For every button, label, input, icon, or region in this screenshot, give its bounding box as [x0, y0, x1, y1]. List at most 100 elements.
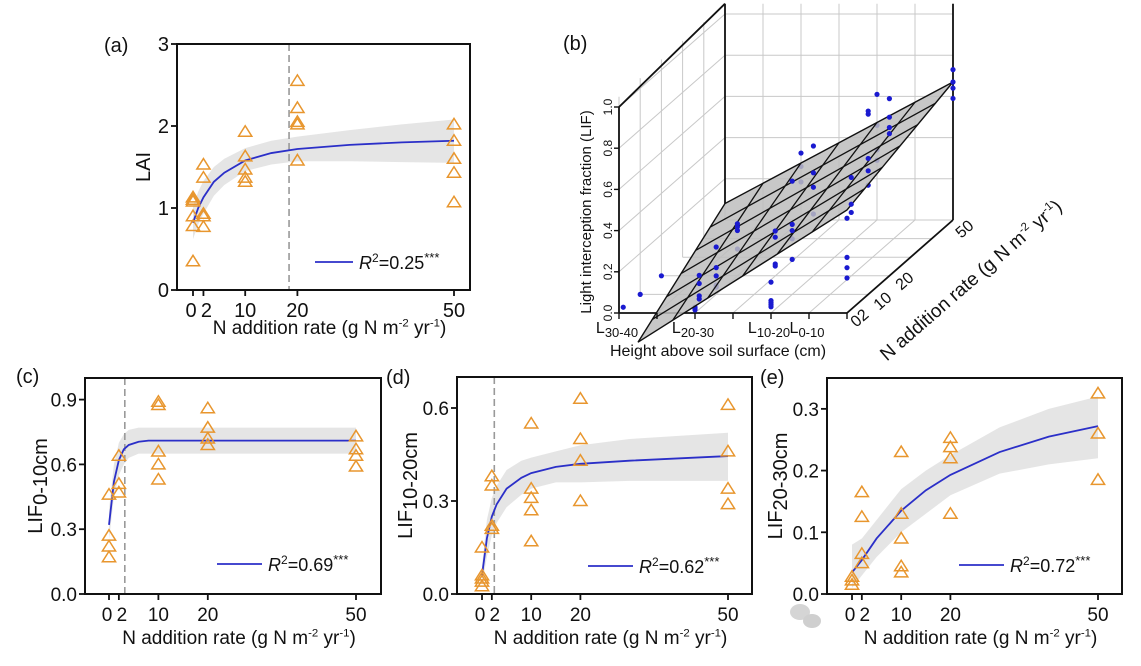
x-tick-label: 10	[521, 605, 542, 626]
data-point-triangle	[474, 574, 490, 587]
legend-significance: ***	[1075, 553, 1090, 568]
x-axis-label-text: N addition rate (g N m	[494, 628, 680, 649]
z-tick-label: 0.2	[601, 263, 615, 280]
data-point-3d	[798, 150, 804, 156]
data-point-triangle	[893, 531, 910, 544]
data-point-triangle	[523, 490, 540, 504]
y-axis-label-subscript: 20-30cm	[770, 433, 792, 511]
z-tick-label: 0.0	[601, 304, 615, 321]
data-point-3d	[810, 170, 817, 176]
data-point-triangle	[199, 437, 216, 451]
data-point-triangle	[185, 253, 201, 267]
data-point-3d	[848, 174, 854, 181]
y-axis-label: LIF0-10cm	[25, 438, 52, 534]
data-point-3d	[844, 215, 850, 221]
data-point-triangle	[720, 496, 736, 510]
x-tick-label: L10-20	[748, 320, 790, 340]
legend-superscript: 2	[1023, 554, 1030, 568]
data-point-triangle	[572, 453, 589, 466]
plot-frame	[84, 377, 382, 595]
x-tick-label-main: L	[790, 320, 799, 337]
data-point-3d	[620, 304, 626, 310]
data-point-triangle	[237, 170, 254, 183]
data-point-triangle	[195, 157, 212, 170]
data-point-3d	[696, 296, 702, 302]
data-point-triangle	[942, 450, 959, 464]
data-point-3d	[713, 273, 719, 279]
grid-line	[732, 219, 840, 314]
data-point-3d	[768, 279, 774, 285]
x-axis-label-text: N addition rate (g N m	[122, 628, 308, 649]
data-point-triangle	[185, 194, 201, 207]
x-tick-label: 50	[717, 605, 738, 626]
plot-frame	[826, 377, 1123, 595]
y-tick-label: 2	[158, 116, 169, 138]
legend-value: =0.72	[1030, 556, 1076, 576]
y-axis-label: LIF10-20cm	[395, 432, 422, 539]
y-tick-label: 0.3	[793, 400, 819, 421]
data-point-3d	[844, 265, 850, 271]
data-point-3d	[844, 275, 850, 281]
y-tick-label: 0.6	[423, 399, 449, 420]
data-point-3d	[874, 91, 880, 97]
y-axis-label: LAI	[133, 152, 155, 182]
data-point-triangle	[446, 151, 462, 165]
data-point-3d	[789, 227, 795, 234]
data-point-3d	[865, 168, 871, 174]
x-axis-label-text: )	[721, 628, 727, 649]
data-point-triangle	[572, 493, 589, 507]
data-point-triangle	[1090, 386, 1106, 399]
data-point-triangle	[483, 521, 500, 535]
data-point-triangle	[237, 124, 254, 137]
y-tick-label: 0.2	[793, 462, 819, 483]
legend-superscript: 2	[372, 251, 379, 265]
data-point-triangle	[446, 165, 462, 178]
panel-label: (c)	[16, 366, 39, 388]
data-point-triangle	[844, 577, 860, 590]
x-axis-label-superscript: -1	[339, 627, 349, 639]
data-point-3d	[886, 124, 893, 131]
x-tick-label-main: L	[672, 320, 681, 337]
z-tick-label: 0.4	[601, 222, 615, 239]
fitted-surface	[637, 81, 954, 343]
surface-mesh-line	[710, 102, 936, 228]
data-point-3d	[637, 291, 643, 297]
grid-line	[618, 137, 726, 231]
x-tick-label: 20	[570, 605, 591, 626]
x-tick-label-main: L	[596, 320, 605, 337]
x-tick-label: L0-10	[790, 320, 825, 340]
data-point-3d	[950, 79, 956, 85]
data-point-triangle	[720, 397, 736, 411]
wechat-bubble	[790, 604, 810, 620]
x-axis-label-superscript: -2	[1050, 627, 1060, 639]
x-tick-label: 2	[201, 300, 212, 322]
panel-label: (b)	[563, 33, 587, 55]
data-point-3d	[789, 256, 795, 262]
data-point-3d	[772, 263, 778, 269]
legend-significance: ***	[704, 554, 719, 569]
data-point-triangle	[237, 148, 254, 162]
y-tick-label: 0.9	[51, 391, 77, 412]
data-point-3d	[658, 273, 665, 279]
data-point-triangle	[474, 571, 490, 584]
x-tick-label-subscript: 10-20	[757, 325, 790, 340]
data-point-3d	[734, 224, 741, 230]
x-tick-label: 10	[891, 605, 912, 626]
x-tick-label: 10	[148, 605, 169, 626]
z-tick-label: 0.6	[601, 181, 615, 198]
panel-e: (e)0.00.10.20.30 2 10 20 50N addition rate (…	[760, 367, 1123, 649]
data-point-triangle	[942, 506, 959, 520]
data-point-triangle	[185, 192, 201, 206]
data-point-triangle	[237, 162, 254, 175]
grid-line	[618, 54, 726, 149]
panel-b: (b) 0.0 0.2 0.4 0.6 0.8 1.0 Light interception …	[563, 3, 1066, 365]
data-point-triangle	[199, 431, 216, 444]
data-point-triangle	[289, 114, 306, 128]
watermark-wechat-icon	[790, 604, 821, 628]
data-point-3d	[886, 131, 893, 137]
data-point-triangle	[150, 472, 167, 485]
x-axis-label-superscript: -2	[680, 627, 690, 639]
legend-r: R	[1010, 556, 1023, 576]
data-point-triangle	[853, 509, 870, 523]
